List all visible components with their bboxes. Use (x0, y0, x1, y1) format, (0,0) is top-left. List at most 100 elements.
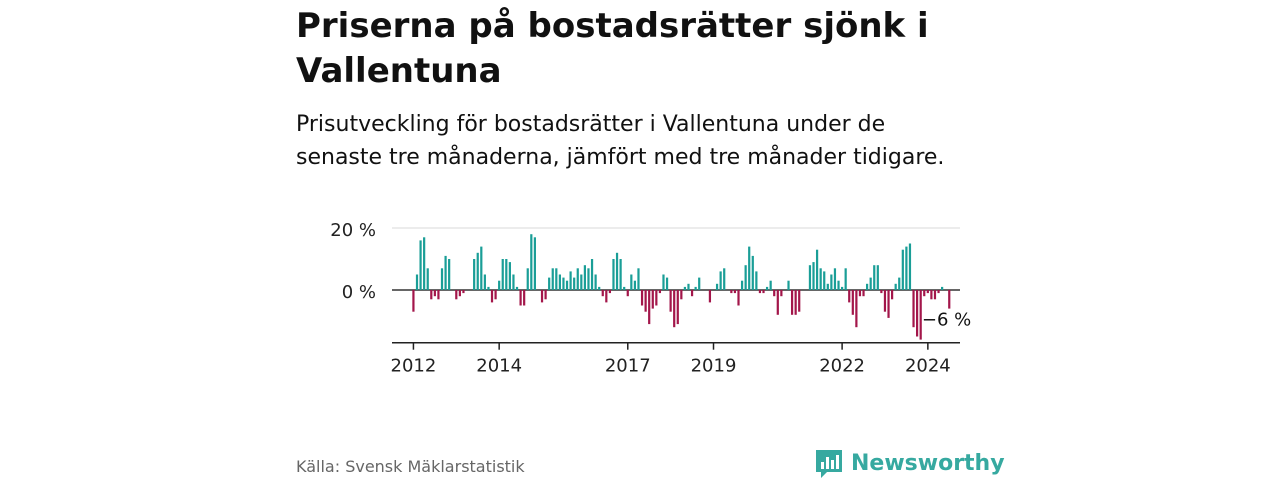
bar (833, 268, 837, 290)
bar (551, 268, 554, 290)
bar (415, 274, 419, 290)
bar (548, 277, 551, 290)
bar (573, 277, 576, 290)
y-tick-label: 20 % (330, 220, 376, 241)
x-tick-label: 2014 (476, 356, 522, 377)
bar (733, 290, 737, 294)
bar (590, 259, 594, 290)
bar (655, 290, 658, 306)
bar (680, 290, 683, 300)
bar (873, 265, 876, 290)
bar (423, 237, 426, 290)
bar (894, 283, 897, 290)
bar (830, 274, 833, 290)
bar (758, 290, 762, 294)
bar (869, 277, 872, 290)
bar (487, 286, 490, 290)
bar (723, 268, 726, 290)
bar (648, 290, 651, 325)
bar-chart: 20 % 0 % 2012 2014 2017 2019 2022 2024 −6 % (330, 220, 971, 377)
bar (848, 290, 851, 303)
bar (891, 290, 894, 300)
bar (658, 290, 662, 294)
bar (937, 290, 940, 294)
bar (608, 290, 612, 294)
newsworthy-logo-icon (816, 450, 842, 478)
bar (519, 290, 522, 306)
bar (930, 290, 933, 300)
brand-name: Newsworthy (851, 450, 1005, 476)
bar (483, 274, 486, 290)
bar (776, 290, 779, 315)
bar (769, 280, 772, 290)
bar (837, 280, 840, 290)
bar (583, 265, 586, 290)
bar (569, 271, 572, 290)
bar (941, 286, 944, 290)
bar (640, 290, 644, 306)
bar (430, 290, 433, 300)
bar (501, 259, 504, 290)
bar (619, 259, 622, 290)
bar (669, 290, 672, 312)
bar (626, 290, 629, 297)
bar (673, 290, 676, 328)
bar (819, 268, 822, 290)
bar (533, 237, 536, 290)
bar (798, 290, 801, 312)
bar (473, 259, 476, 290)
bar (762, 290, 765, 294)
bar (612, 259, 615, 290)
x-tick-label: 2019 (691, 356, 737, 377)
bar (426, 268, 429, 290)
bar (476, 252, 479, 290)
bar (637, 268, 640, 290)
bar (933, 290, 937, 300)
bar (644, 290, 647, 312)
bar (919, 290, 922, 340)
bar (751, 255, 754, 290)
y-axis-ticks: 20 % 0 % (330, 220, 376, 303)
bar (790, 290, 794, 315)
bar (880, 290, 883, 294)
bar (815, 249, 819, 290)
bar (744, 265, 747, 290)
brand-logo[interactable]: Newsworthy (813, 446, 1005, 480)
bar (865, 283, 869, 290)
bar (687, 283, 690, 290)
last-value-label: −6 % (922, 310, 971, 331)
y-tick-label: 0 % (342, 282, 376, 303)
bar (490, 290, 494, 303)
bar (926, 290, 929, 294)
bar (715, 283, 719, 290)
bar (651, 290, 654, 309)
bar (737, 290, 740, 306)
bar (440, 268, 444, 290)
bar (498, 280, 501, 290)
bar (526, 268, 529, 290)
bar (851, 290, 854, 315)
bar (912, 290, 915, 328)
bar (780, 290, 783, 297)
bar (437, 290, 440, 300)
bar (740, 280, 744, 290)
bar (512, 274, 515, 290)
bar (683, 286, 687, 290)
bar (898, 277, 901, 290)
bar (455, 290, 458, 300)
bar (587, 268, 590, 290)
bar (480, 246, 483, 290)
bar (812, 262, 815, 290)
bar (412, 290, 415, 312)
bar (515, 286, 519, 290)
bar (580, 274, 583, 290)
bar (794, 290, 797, 315)
bar (690, 290, 694, 297)
x-tick-label: 2024 (905, 356, 951, 377)
bar (665, 277, 669, 290)
bar (558, 274, 561, 290)
bar (540, 290, 544, 303)
bar (905, 246, 908, 290)
bar (630, 274, 633, 290)
bar (883, 290, 887, 312)
